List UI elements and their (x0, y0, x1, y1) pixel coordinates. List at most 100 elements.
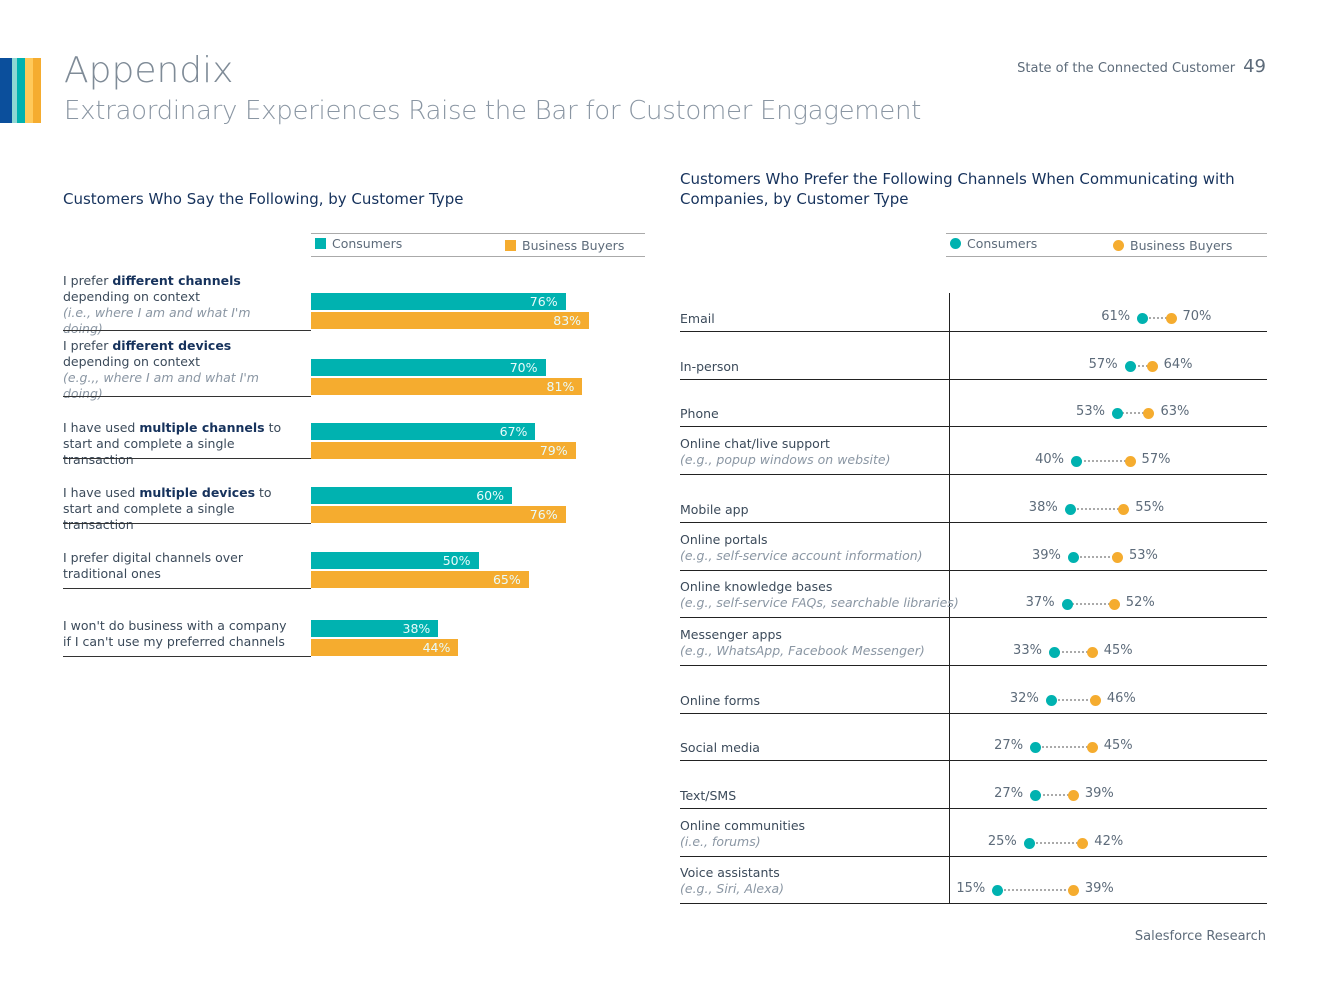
channel-label: In-person (680, 358, 739, 374)
business-dot (1077, 837, 1089, 849)
business-value: 64% (1163, 356, 1193, 372)
business-value: 45% (1103, 738, 1133, 754)
page-subtitle: Extraordinary Experiences Raise the Bar … (64, 96, 922, 126)
consumer-value: 57% (1088, 356, 1118, 372)
connector-line (1069, 507, 1124, 510)
connector-line (1035, 746, 1092, 749)
channel-label: Messenger apps (e.g., WhatsApp, Facebook … (680, 626, 925, 658)
business-value: 52% (1125, 595, 1155, 611)
business-dot (1165, 313, 1177, 324)
consumer-dot (1111, 408, 1123, 420)
consumer-dot (1061, 599, 1073, 611)
business-dot (1067, 885, 1079, 897)
consumer-value: 33% (1013, 642, 1042, 658)
legend-swatch (315, 238, 326, 249)
business-value: 57% (1141, 452, 1171, 468)
row-divider (63, 330, 311, 331)
consumer-dot (1023, 837, 1035, 849)
business-dot (1086, 646, 1098, 658)
consumer-value: 32% (1009, 690, 1039, 706)
category-label: I prefer digital channels over tradition… (63, 550, 243, 581)
consumer-value: 40% (1035, 452, 1064, 468)
connector-line (1053, 650, 1092, 653)
row-divider (63, 656, 311, 657)
consumer-bar: 50% (311, 552, 479, 569)
category-label: I have used multiple channels to start a… (63, 420, 282, 467)
business-value: 42% (1094, 833, 1124, 849)
row-divider (63, 396, 311, 397)
connector-line (1116, 412, 1149, 415)
business-dot (1089, 694, 1101, 706)
consumer-bar: 38% (311, 620, 439, 637)
row-divider (63, 458, 311, 459)
channel-label: Voice assistants (e.g., Siri, Alexa) (680, 865, 785, 897)
report-header: State of the Connected Customer 49 (1017, 56, 1266, 77)
connector-line (1076, 460, 1130, 463)
channel-label: Social media (680, 740, 760, 756)
legend-dot (1113, 240, 1124, 251)
business-value: 39% (1084, 881, 1114, 897)
row-divider (680, 331, 1267, 332)
channel-label: Phone (680, 406, 719, 422)
row-divider (680, 664, 1267, 666)
consumer-dot (1067, 551, 1079, 563)
business-bar: 79% (311, 442, 576, 459)
connector-line (1142, 317, 1171, 319)
business-value: 53% (1128, 547, 1158, 563)
left-chart-title: Customers Who Say the Following, by Cust… (63, 190, 464, 208)
category-label: I have used multiple devices to start an… (63, 485, 272, 532)
row-divider (680, 855, 1267, 857)
legend-business: Business Buyers (1113, 238, 1232, 253)
business-dot (1124, 456, 1136, 468)
consumer-value: 27% (994, 738, 1024, 754)
business-value: 63% (1160, 404, 1190, 420)
business-value: 55% (1135, 499, 1165, 515)
consumer-value: 38% (1028, 499, 1058, 515)
channel-label: Online chat/live support (e.g., popup win… (680, 436, 891, 468)
consumer-dot (1064, 503, 1076, 515)
consumer-value: 37% (1025, 595, 1055, 611)
consumer-bar: 60% (311, 487, 512, 504)
row-divider (680, 903, 1267, 905)
row-divider (63, 588, 311, 589)
business-dot (1067, 790, 1079, 801)
row-divider (680, 569, 1267, 571)
consumer-bar: 76% (311, 293, 566, 310)
consumer-dot (1071, 456, 1082, 468)
row-divider (63, 523, 311, 524)
channel-label: Email (680, 311, 715, 326)
business-value: 46% (1106, 690, 1136, 706)
connector-line (1035, 794, 1073, 796)
legend-consumers: Consumers (950, 236, 1037, 251)
row-divider (680, 760, 1267, 762)
legend-swatch (505, 240, 516, 251)
business-dot (1118, 503, 1130, 515)
business-dot (1111, 551, 1123, 563)
row-divider (680, 426, 1267, 428)
consumer-value: 27% (994, 786, 1024, 801)
connector-line (1129, 364, 1152, 367)
channel-label: Mobile app (680, 501, 749, 517)
business-value: 45% (1103, 642, 1133, 658)
business-value: 70% (1182, 309, 1212, 324)
consumer-value: 39% (1031, 547, 1061, 563)
business-bar: 76% (311, 506, 566, 523)
legend-business: Business Buyers (505, 238, 624, 253)
connector-line (1050, 698, 1095, 701)
report-name: State of the Connected Customer (1017, 61, 1236, 76)
consumer-bar: 67% (311, 423, 536, 440)
legend-dot (950, 238, 961, 249)
page-title: Appendix (64, 50, 234, 91)
connector-line (1072, 555, 1117, 558)
consumer-value: 25% (987, 833, 1017, 849)
consumer-dot (1124, 360, 1136, 372)
category-label: I prefer different channels depending on… (63, 273, 251, 336)
axis-line (949, 293, 950, 904)
row-divider (680, 521, 1267, 523)
channel-label: Text/SMS (680, 788, 737, 803)
business-dot (1086, 742, 1098, 754)
consumer-dot (1048, 646, 1060, 658)
consumer-dot (992, 885, 1004, 897)
page-number: 49 (1243, 56, 1266, 77)
business-bar: 65% (311, 571, 529, 588)
